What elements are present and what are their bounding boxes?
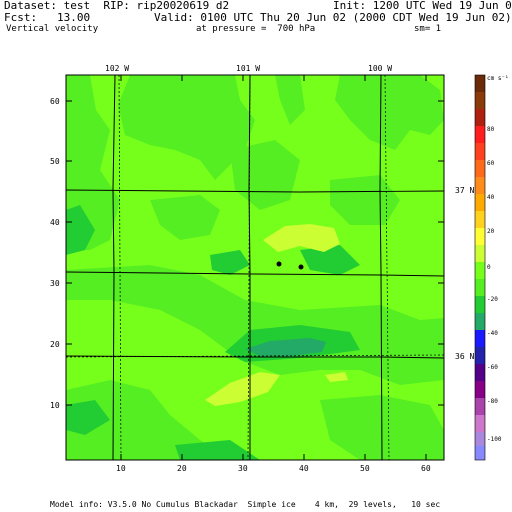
lon-label-100w: 100 W: [368, 64, 393, 73]
colorbar-unit-label: cm s⁻¹: [487, 75, 509, 82]
station-marker: [298, 264, 304, 270]
y-tick-label: 50: [50, 157, 60, 166]
station-marker: [276, 261, 282, 267]
model-info-footer: Model info: V3.5.0 No Cumulus Blackadar …: [50, 500, 441, 509]
y-tick-label: 20: [50, 340, 60, 349]
color-bar: [474, 74, 486, 461]
colorbar-label: 0: [487, 264, 491, 271]
colorbar-label: 60: [487, 160, 495, 167]
colorbar-label: -40: [487, 330, 498, 337]
forecast-hour-label: Fcst: 13.00: [4, 11, 91, 24]
colorbar-label: -80: [487, 398, 498, 405]
colorbar-label: 80: [487, 126, 495, 133]
lat-label-37n: 37 N: [455, 186, 475, 195]
field-name-label: Vertical velocity: [6, 24, 99, 34]
graticule-lines: [65, 74, 445, 461]
colorbar-label: 20: [487, 228, 495, 235]
axis-ticks: [66, 75, 444, 460]
lat-label-36n: 36 N: [455, 352, 475, 361]
colorbar-label: 40: [487, 194, 495, 201]
x-tick-label: 50: [360, 464, 370, 473]
colorbar-label: -20: [487, 296, 498, 303]
dataset-label: Dataset: test RIP: rip20020619 d2: [4, 0, 230, 12]
x-tick-label: 20: [177, 464, 187, 473]
y-tick-label: 10: [50, 401, 60, 410]
y-tick-label: 40: [50, 218, 60, 227]
y-tick-label: 30: [50, 279, 60, 288]
x-tick-label: 40: [299, 464, 309, 473]
lon-label-101w: 101 W: [236, 64, 261, 73]
init-time-label: Init: 1200 UTC Wed 19 Jun 02: [333, 0, 512, 12]
lon-label-102w: 102 W: [105, 64, 130, 73]
colorbar-label: -100: [487, 436, 502, 443]
x-tick-label: 60: [421, 464, 431, 473]
map-frame: [65, 74, 445, 461]
colorbar-label: -60: [487, 364, 498, 371]
x-tick-label: 10: [116, 464, 126, 473]
valid-time-label: Valid: 0100 UTC Thu 20 Jun 02 (2000 CDT …: [154, 11, 512, 24]
yellow-updraft-regions: [205, 224, 348, 406]
pressure-level-label: at pressure = 700 hPa: [196, 24, 316, 34]
y-tick-label: 60: [50, 97, 60, 106]
smoothing-label: sm= 1: [414, 24, 442, 34]
teal-downdraft-area: [245, 338, 326, 356]
x-tick-label: 30: [238, 464, 248, 473]
